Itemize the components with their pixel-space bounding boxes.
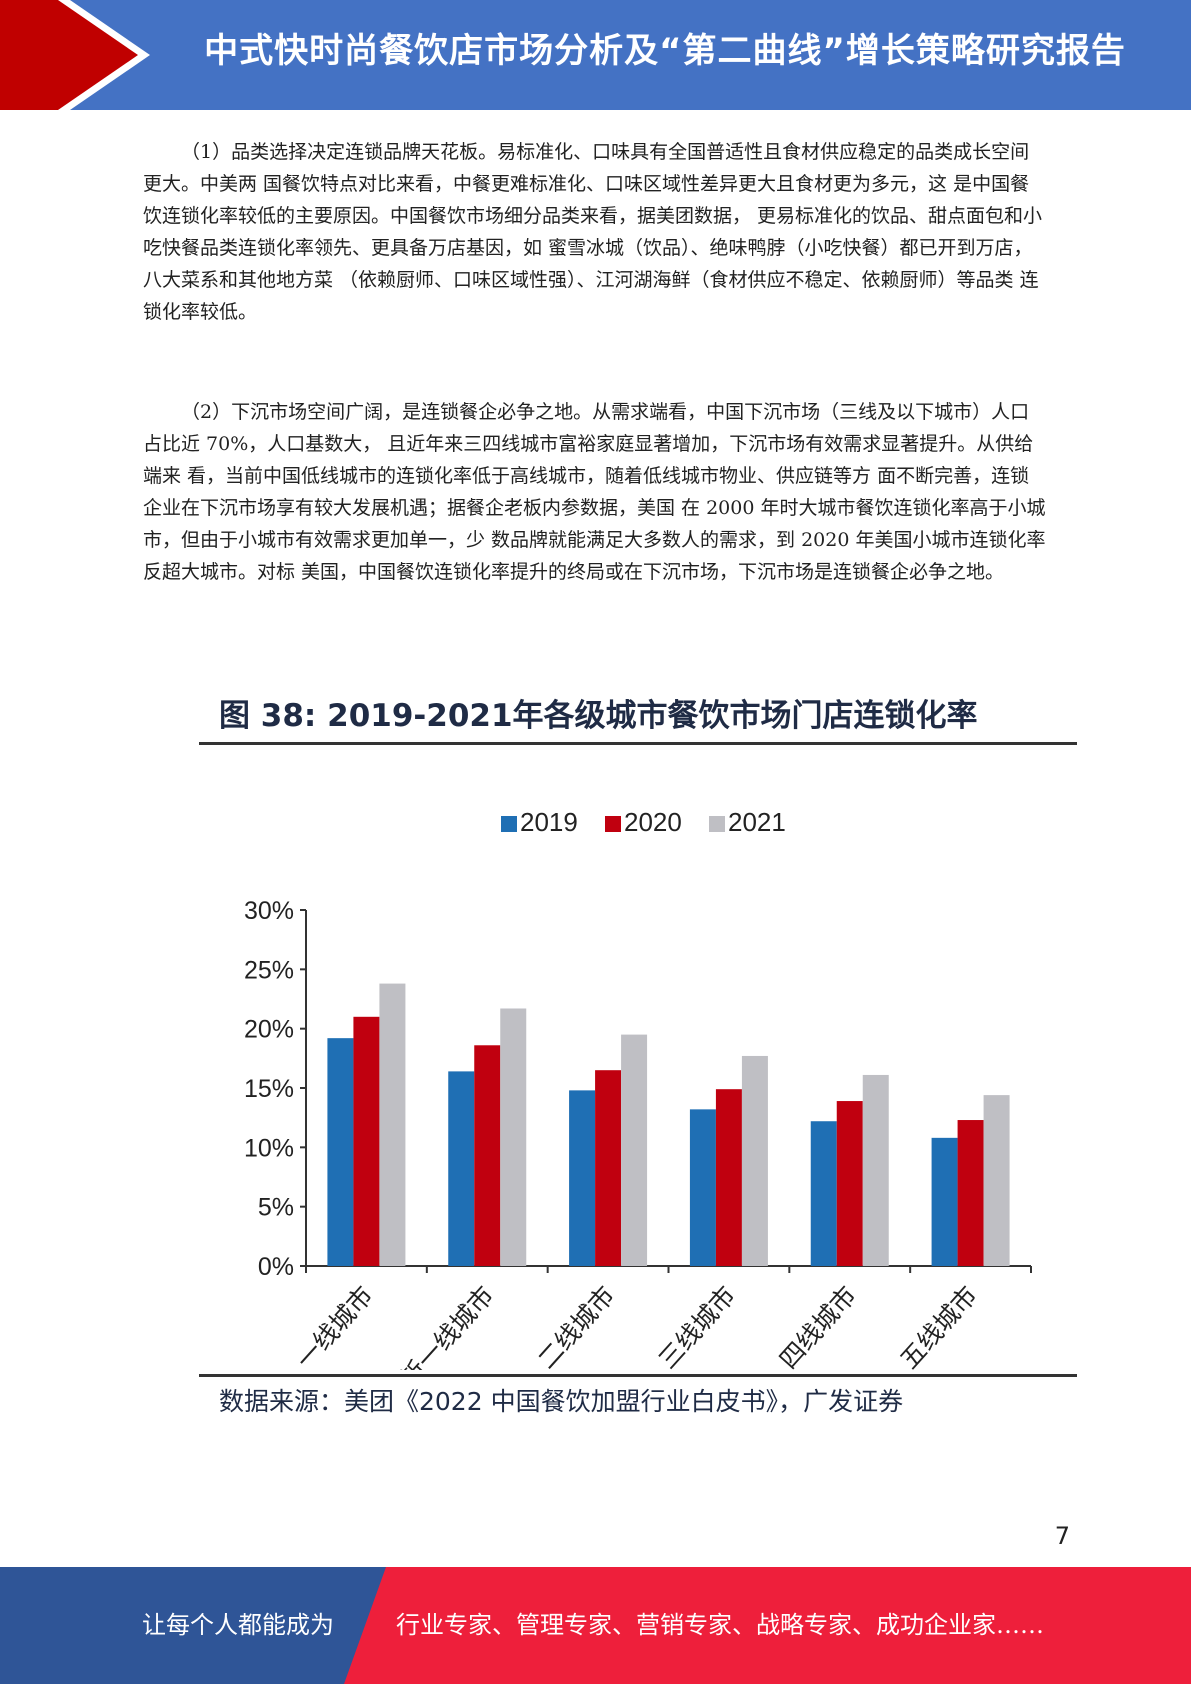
bar-2021-0 [379,983,406,1266]
body-paragraph-2: （2）下沉市场空间广阔，是连锁餐企必争之地。从需求端看，中国下沉市场（三线及以下… [143,396,1048,588]
header-background [0,0,1191,110]
x-category-label: 五线城市 [895,1281,983,1370]
bar-2020-1 [474,1045,501,1266]
bar-2020-3 [715,1089,742,1266]
x-category-label: 三线城市 [653,1281,741,1370]
footer-red-band [344,1567,1191,1684]
bar-chart: 2019 2020 2021 0% 5% 10% 15% 20% 25% 30% 一线城市 新一线城市… [244,807,1032,1370]
bar-2019-1 [448,1071,475,1266]
figure-title: 图 38: 2019-2021年各级城市餐饮市场门店连锁化率 [219,698,978,734]
report-title: 中式快时尚餐饮店市场分析及“第二曲线”增长策略研究报告 [204,31,1126,71]
y-tick-label: 30% [244,897,294,925]
bar-2021-4 [862,1074,889,1266]
figure-38: 图 38: 2019-2021年各级城市餐饮市场门店连锁化率 2019 2020 2… [183,686,1091,1430]
page-number: 7 [1054,1522,1070,1550]
footer-slogan-right: 行业专家、管理专家、营销专家、战略专家、成功企业家…… [396,1611,1044,1639]
bar-2019-3 [689,1109,716,1266]
bar-2019-5 [931,1137,958,1266]
legend-label-2021: 2021 [728,807,786,837]
header-arrow-decoration [0,0,150,110]
page-footer: 让每个人都能成为 行业专家、管理专家、营销专家、战略专家、成功企业家…… [0,1567,1191,1684]
legend-swatch-2019 [501,816,517,832]
bar-2021-1 [500,1008,527,1266]
body-paragraph-1: （1）品类选择决定连锁品牌天花板。易标准化、口味具有全国普适性且食材供应稳定的品… [143,136,1048,328]
legend-label-2019: 2019 [520,807,578,837]
bar-2019-2 [569,1090,596,1266]
legend-swatch-2020 [605,816,621,832]
header-arrow-red [0,0,138,110]
figure-source: 数据来源：美团《2022 中国餐饮加盟行业白皮书》，广发证券 [219,1387,904,1416]
paragraph-text: （1）品类选择决定连锁品牌天花板。易标准化、口味具有全国普适性且食材供应稳定的品… [143,141,1043,323]
x-category-label: 二线城市 [532,1281,620,1370]
footer-background [0,1567,1191,1684]
figure-bottom-rule [199,1374,1077,1377]
bar-2020-0 [353,1016,380,1266]
y-tick-label: 10% [244,1134,294,1162]
y-tick-label: 20% [244,1016,294,1044]
bar-2020-4 [836,1101,863,1266]
bar-2019-4 [810,1121,837,1266]
bar-2021-5 [983,1095,1010,1266]
legend-swatch-2021 [709,816,725,832]
y-tick-label: 5% [258,1194,294,1222]
bar-2019-0 [327,1038,354,1266]
x-category-label: 新一线城市 [395,1281,500,1370]
x-category-label: 四线城市 [774,1281,862,1370]
bar-2021-2 [621,1034,648,1266]
paragraph-text: （2）下沉市场空间广阔，是连锁餐企必争之地。从需求端看，中国下沉市场（三线及以下… [143,401,1046,583]
page-header: 中式快时尚餐饮店市场分析及“第二曲线”增长策略研究报告 [0,0,1191,110]
legend-label-2020: 2020 [624,807,682,837]
bar-2020-2 [595,1070,622,1266]
y-tick-label: 25% [244,956,294,984]
bar-2020-5 [957,1120,984,1266]
y-tick-label: 0% [258,1253,294,1281]
figure-top-rule [199,742,1077,745]
bar-2021-3 [741,1055,768,1266]
footer-slogan-left: 让每个人都能成为 [142,1611,334,1639]
y-tick-label: 15% [244,1075,294,1103]
x-category-label: 一线城市 [290,1281,378,1370]
